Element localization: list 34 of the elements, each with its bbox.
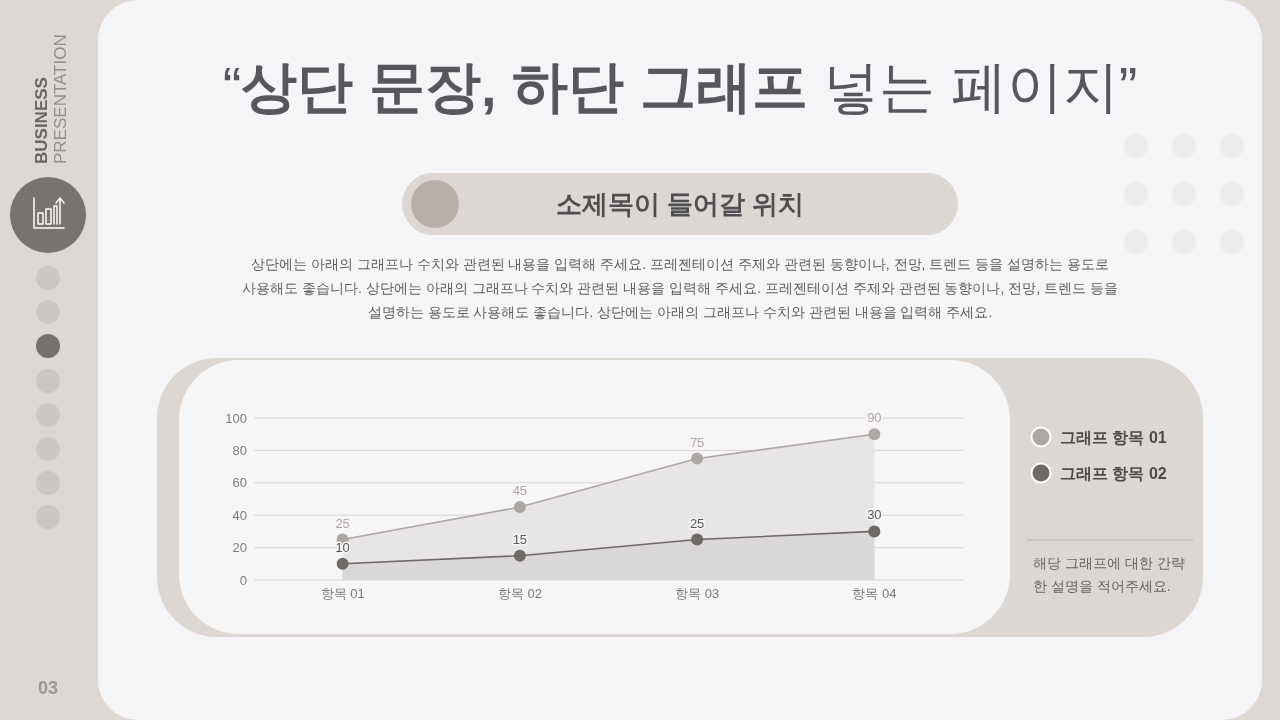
y-tick-label: 20 xyxy=(232,540,247,556)
data-label: 90 xyxy=(867,410,882,426)
x-tick-label: 항목 04 xyxy=(852,586,897,601)
point xyxy=(336,557,349,570)
data-label: 45 xyxy=(512,483,528,499)
point xyxy=(868,428,881,441)
point xyxy=(691,533,704,546)
point xyxy=(513,501,526,514)
x-tick-label: 항목 03 xyxy=(675,586,720,601)
text: PRESENTATION xyxy=(51,34,70,164)
y-tick-label: 100 xyxy=(225,410,247,426)
text: BUSINESS xyxy=(32,77,51,164)
data-label: 25 xyxy=(689,515,705,531)
data-label: 30 xyxy=(867,507,882,523)
point xyxy=(868,525,881,538)
x-tick-label: 항목 01 xyxy=(320,586,365,601)
text: 03 xyxy=(37,678,59,698)
chart-subtitle: 소제목이 들어갈 위치 xyxy=(555,189,805,219)
data-label: 25 xyxy=(335,515,350,531)
point xyxy=(691,452,704,465)
text: 해당 그래프에 대한 간략한 설명을 적어주세요. xyxy=(1033,555,1185,594)
data-label: 15 xyxy=(512,531,528,547)
x-tick-label: 항목 02 xyxy=(497,586,542,601)
data-label: 75 xyxy=(689,434,705,450)
y-tick-label: 60 xyxy=(232,475,247,491)
point xyxy=(513,549,526,562)
y-tick-label: 40 xyxy=(232,507,247,523)
y-tick-label: 80 xyxy=(232,442,247,458)
legend-label: 그래프 항목 01 xyxy=(1060,429,1167,446)
y-tick-label: 0 xyxy=(239,572,247,588)
chart-title: “상단 문장, 하단 그래프 넣는 페이지” xyxy=(222,55,1138,118)
text: 상단에는 아래의 그래프나 수치와 관련된 내용을 입력해 주세요. 프레젠테이션 주제와 관련된 동향이나, 전망, 트렌드 등을 설명하는 용도로 사용해도 좋습니다. 상단에는 아래의 그래프나 수치와 관련된 내용을 입력해 주세요. 프레젠테이션 주제와 관련된 동향이나, 전망, 트렌드 등을 설명하는 용도로 사용해도 좋습니다. 상단에는 아래의 그래프나 수치와 관련된 내용을 입력해 주세요. xyxy=(242,256,1118,320)
legend-label: 그래프 항목 02 xyxy=(1060,465,1167,482)
data-label: 10 xyxy=(335,539,350,555)
